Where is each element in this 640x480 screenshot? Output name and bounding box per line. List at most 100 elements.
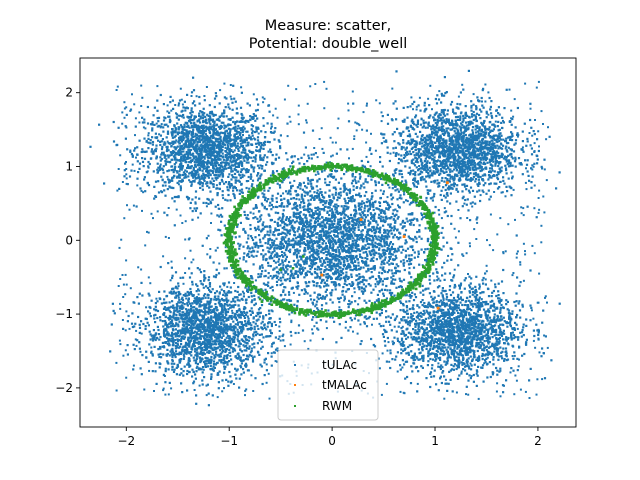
point-tULAc — [257, 318, 260, 321]
point-tULAc — [225, 303, 228, 306]
point-tULAc — [163, 143, 166, 146]
point-tULAc — [202, 124, 205, 127]
point-tULAc — [475, 112, 479, 115]
point-tULAc — [190, 109, 193, 112]
point-tULAc — [200, 153, 203, 157]
point-tULAc — [414, 148, 417, 152]
point-tULAc — [466, 163, 469, 166]
point-tULAc — [232, 327, 236, 331]
point-tULAc — [212, 166, 215, 169]
point-tULAc — [173, 312, 176, 316]
point-tULAc — [189, 144, 192, 147]
point-tULAc — [198, 154, 201, 157]
point-tULAc — [148, 162, 151, 166]
point-tULAc — [183, 100, 186, 103]
point-tULAc — [427, 123, 430, 126]
point-tULAc — [233, 149, 236, 152]
point-tULAc — [163, 189, 166, 192]
point-tULAc — [153, 317, 156, 320]
point-tULAc — [168, 301, 171, 304]
point-tULAc — [177, 118, 180, 121]
point-tULAc — [479, 149, 482, 152]
point-tULAc — [138, 331, 141, 334]
point-tULAc — [218, 102, 221, 105]
point-tULAc — [493, 182, 496, 185]
point-tULAc — [209, 115, 212, 118]
point-tULAc — [198, 299, 201, 302]
point-tULAc — [218, 142, 221, 145]
point-tULAc — [410, 141, 413, 144]
point-tULAc — [496, 171, 499, 174]
point-tULAc — [182, 294, 185, 297]
point-tULAc — [227, 135, 230, 138]
point-tULAc — [245, 180, 248, 183]
point-tULAc — [177, 296, 180, 299]
point-tULAc — [200, 150, 203, 153]
point-tULAc — [216, 152, 219, 155]
point-tULAc — [196, 284, 199, 288]
point-tULAc — [436, 123, 439, 127]
point-tULAc — [478, 140, 481, 143]
point-tULAc — [239, 293, 242, 296]
point-tULAc — [141, 354, 144, 357]
point-tULAc — [501, 153, 504, 156]
point-tULAc — [211, 142, 214, 146]
point-tULAc — [233, 97, 236, 100]
point-tULAc — [422, 178, 425, 181]
point-tULAc — [211, 288, 214, 291]
point-tULAc — [224, 198, 227, 201]
point-tULAc — [236, 145, 239, 148]
point-tULAc — [484, 127, 487, 130]
point-tULAc — [197, 160, 200, 163]
point-tULAc — [504, 164, 507, 167]
point-tULAc — [447, 131, 450, 134]
point-tULAc — [464, 114, 467, 117]
point-tULAc — [514, 158, 517, 161]
point-tULAc — [170, 153, 173, 157]
point-tULAc — [253, 355, 256, 358]
point-tULAc — [255, 145, 258, 149]
point-tULAc — [227, 118, 230, 121]
point-tULAc — [236, 142, 239, 145]
point-tULAc — [270, 161, 274, 164]
point-tULAc — [443, 114, 447, 117]
point-tULAc — [448, 149, 451, 152]
point-tULAc — [410, 160, 413, 163]
point-tULAc — [262, 156, 265, 159]
point-tULAc — [213, 354, 216, 357]
point-tULAc — [462, 117, 465, 120]
point-tULAc — [462, 114, 465, 117]
point-tULAc — [470, 151, 473, 154]
point-tULAc — [168, 322, 171, 325]
point-tULAc — [201, 346, 204, 350]
point-tULAc — [470, 138, 473, 142]
point-tULAc — [408, 133, 411, 136]
point-tULAc — [427, 144, 430, 147]
point-tULAc — [484, 144, 488, 147]
point-tULAc — [247, 317, 250, 320]
point-tULAc — [476, 163, 479, 166]
point-tULAc — [274, 205, 278, 208]
point-tULAc — [243, 349, 246, 352]
point-tULAc — [222, 131, 225, 135]
point-tULAc — [215, 323, 218, 326]
point-tULAc — [153, 185, 156, 188]
point-tULAc — [186, 122, 189, 125]
point-tULAc — [466, 198, 469, 201]
point-tULAc — [172, 315, 175, 318]
point-tULAc — [494, 146, 497, 149]
point-tULAc — [449, 103, 453, 106]
point-tULAc — [540, 165, 543, 168]
point-tULAc — [475, 218, 478, 221]
point-tULAc — [505, 88, 508, 91]
point-tULAc — [502, 176, 505, 179]
point-tULAc — [206, 152, 209, 155]
point-tULAc — [141, 294, 144, 297]
point-tULAc — [203, 321, 206, 325]
point-tULAc — [216, 194, 219, 197]
point-tULAc — [436, 121, 439, 124]
point-tULAc — [428, 161, 431, 164]
point-tULAc — [157, 166, 160, 169]
point-tULAc — [433, 119, 436, 122]
point-tULAc — [436, 160, 439, 163]
